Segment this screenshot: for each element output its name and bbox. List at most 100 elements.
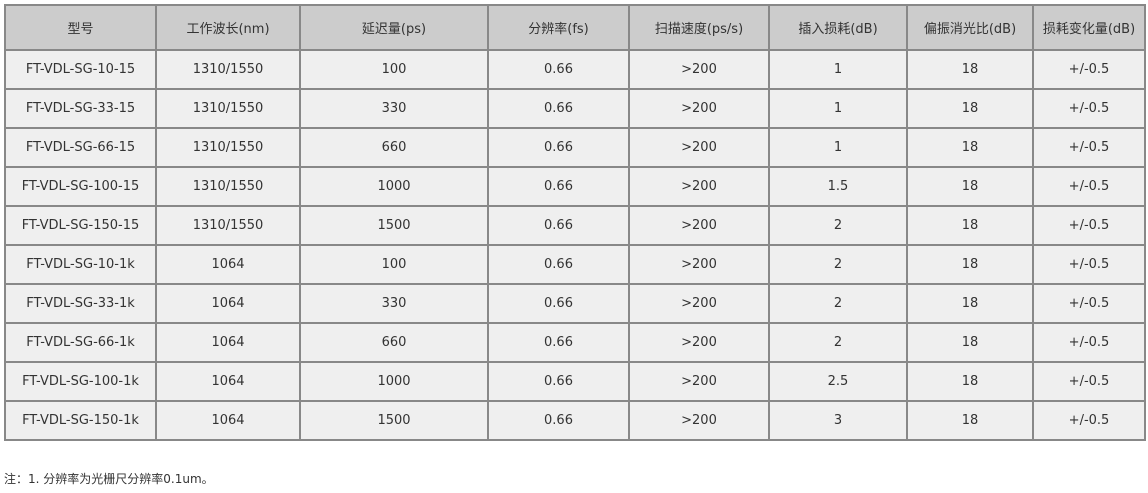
table-cell: FT-VDL-SG-100-15: [4, 166, 157, 207]
table-cell: 3: [768, 400, 908, 441]
table-cell: >200: [628, 361, 770, 402]
table-cell: FT-VDL-SG-150-15: [4, 205, 157, 246]
table-cell: 330: [299, 283, 489, 324]
table-cell: 1064: [155, 322, 301, 363]
table-cell: 2: [768, 283, 908, 324]
table-cell: 18: [906, 127, 1034, 168]
table-cell: 1310/1550: [155, 166, 301, 207]
table-row: FT-VDL-SG-150-1k 1064 1500 0.66 >200 3 18 +/-0.…: [4, 400, 1146, 441]
column-header: 延迟量(ps): [299, 4, 489, 51]
table-cell: 660: [299, 127, 489, 168]
table-cell: >200: [628, 244, 770, 285]
table-cell: 1064: [155, 283, 301, 324]
table-cell: 18: [906, 166, 1034, 207]
footnote: 注：1. 分辨率为光栅尺分辨率0.1um。: [4, 472, 214, 486]
table-cell: 0.66: [487, 244, 630, 285]
table-cell: 1: [768, 49, 908, 90]
table-header-row: 型号 工作波长(nm) 延迟量(ps) 分辨率(fs) 扫描速度(ps/s) 插入损耗(d…: [4, 4, 1146, 51]
table-cell: 1500: [299, 400, 489, 441]
table-cell: +/-0.5: [1032, 127, 1146, 168]
table-cell: 0.66: [487, 361, 630, 402]
table-cell: 1310/1550: [155, 88, 301, 129]
table-cell: +/-0.5: [1032, 361, 1146, 402]
spec-table: 型号 工作波长(nm) 延迟量(ps) 分辨率(fs) 扫描速度(ps/s) 插入损耗(d…: [4, 4, 1146, 441]
table-cell: +/-0.5: [1032, 400, 1146, 441]
table-cell: >200: [628, 49, 770, 90]
table-cell: 1310/1550: [155, 127, 301, 168]
table-cell: 18: [906, 244, 1034, 285]
table-cell: 0.66: [487, 283, 630, 324]
table-row: FT-VDL-SG-10-15 1310/1550 100 0.66 >200 1 18 +/…: [4, 49, 1146, 90]
table-cell: 1.5: [768, 166, 908, 207]
table-cell: 660: [299, 322, 489, 363]
table-cell: >200: [628, 127, 770, 168]
column-header: 型号: [4, 4, 157, 51]
table-cell: 1310/1550: [155, 205, 301, 246]
table-cell: +/-0.5: [1032, 283, 1146, 324]
column-header: 偏振消光比(dB): [906, 4, 1034, 51]
table-cell: 1064: [155, 244, 301, 285]
table-cell: 0.66: [487, 127, 630, 168]
table-cell: 18: [906, 361, 1034, 402]
table-cell: 0.66: [487, 49, 630, 90]
column-header: 扫描速度(ps/s): [628, 4, 770, 51]
table-cell: 1000: [299, 166, 489, 207]
table-cell: FT-VDL-SG-33-1k: [4, 283, 157, 324]
table-cell: 1000: [299, 361, 489, 402]
table-cell: +/-0.5: [1032, 49, 1146, 90]
table-cell: 100: [299, 49, 489, 90]
table-cell: +/-0.5: [1032, 205, 1146, 246]
table-cell: 1: [768, 127, 908, 168]
table-cell: 100: [299, 244, 489, 285]
table-row: FT-VDL-SG-66-15 1310/1550 660 0.66 >200 1 18 +/…: [4, 127, 1146, 168]
table-cell: FT-VDL-SG-66-1k: [4, 322, 157, 363]
column-header: 损耗变化量(dB): [1032, 4, 1146, 51]
table-cell: 18: [906, 49, 1034, 90]
table-cell: 2: [768, 205, 908, 246]
table-cell: +/-0.5: [1032, 166, 1146, 207]
table-cell: 1310/1550: [155, 49, 301, 90]
table-cell: 0.66: [487, 88, 630, 129]
column-header: 工作波长(nm): [155, 4, 301, 51]
table-row: FT-VDL-SG-10-1k 1064 100 0.66 >200 2 18 +/-0.5: [4, 244, 1146, 285]
table-cell: FT-VDL-SG-150-1k: [4, 400, 157, 441]
table-cell: FT-VDL-SG-10-15: [4, 49, 157, 90]
table-row: FT-VDL-SG-100-1k 1064 1000 0.66 >200 2.5 18 +/-…: [4, 361, 1146, 402]
table-cell: 1064: [155, 400, 301, 441]
table-cell: 2: [768, 244, 908, 285]
table-cell: 18: [906, 88, 1034, 129]
table-cell: FT-VDL-SG-66-15: [4, 127, 157, 168]
table-row: FT-VDL-SG-150-15 1310/1550 1500 0.66 >200 2 18…: [4, 205, 1146, 246]
table-cell: 2: [768, 322, 908, 363]
table-row: FT-VDL-SG-33-15 1310/1550 330 0.66 >200 1 18 +/…: [4, 88, 1146, 129]
table-cell: 0.66: [487, 322, 630, 363]
table-cell: 0.66: [487, 166, 630, 207]
table-cell: 18: [906, 322, 1034, 363]
table-cell: 18: [906, 283, 1034, 324]
table-cell: 0.66: [487, 205, 630, 246]
table-cell: >200: [628, 400, 770, 441]
table-cell: FT-VDL-SG-10-1k: [4, 244, 157, 285]
table-cell: >200: [628, 205, 770, 246]
table-cell: 18: [906, 400, 1034, 441]
table-cell: 0.66: [487, 400, 630, 441]
table-cell: +/-0.5: [1032, 244, 1146, 285]
table-cell: >200: [628, 166, 770, 207]
table-cell: 1064: [155, 361, 301, 402]
table-cell: >200: [628, 283, 770, 324]
table-cell: >200: [628, 322, 770, 363]
table-row: FT-VDL-SG-100-15 1310/1550 1000 0.66 >200 1.5…: [4, 166, 1146, 207]
column-header: 插入损耗(dB): [768, 4, 908, 51]
table-cell: >200: [628, 88, 770, 129]
column-header: 分辨率(fs): [487, 4, 630, 51]
table-cell: 2.5: [768, 361, 908, 402]
table-cell: 1: [768, 88, 908, 129]
table-row: FT-VDL-SG-66-1k 1064 660 0.66 >200 2 18 +/-0.5: [4, 322, 1146, 363]
table-cell: +/-0.5: [1032, 322, 1146, 363]
table-row: FT-VDL-SG-33-1k 1064 330 0.66 >200 2 18 +/-0.5: [4, 283, 1146, 324]
table-cell: +/-0.5: [1032, 88, 1146, 129]
table-cell: FT-VDL-SG-33-15: [4, 88, 157, 129]
table-cell: FT-VDL-SG-100-1k: [4, 361, 157, 402]
table-cell: 330: [299, 88, 489, 129]
table-cell: 18: [906, 205, 1034, 246]
